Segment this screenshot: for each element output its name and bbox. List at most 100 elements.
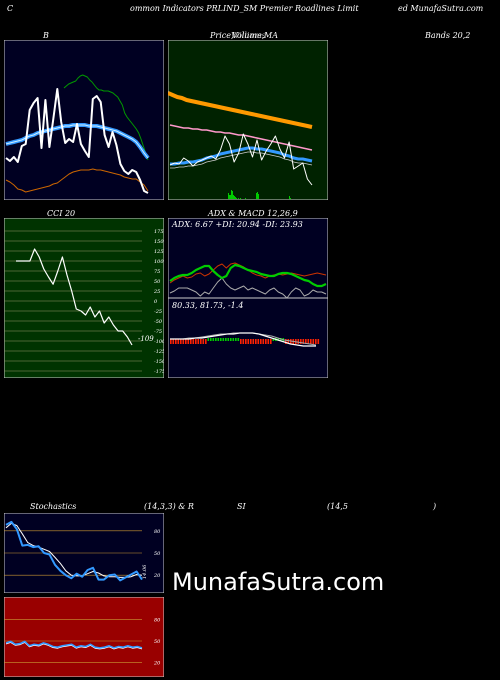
macd-histogram-bar bbox=[305, 339, 307, 344]
macd-chart bbox=[168, 298, 328, 378]
cci-tick-label: 100 bbox=[154, 259, 164, 265]
macd-histogram-bar bbox=[252, 339, 255, 344]
macd-histogram-bar bbox=[307, 339, 310, 344]
cci-tick-label: -125 bbox=[154, 349, 164, 355]
macd-histogram-bar bbox=[310, 339, 312, 344]
macd-histogram-bar bbox=[237, 338, 240, 341]
ma-blue-line bbox=[170, 146, 313, 166]
price-label: Price, bbox=[210, 31, 234, 40]
macd-histogram-bar bbox=[207, 338, 210, 341]
macd-histogram-bar bbox=[265, 339, 267, 344]
macd-histogram-bar bbox=[315, 339, 317, 344]
cci-svg: 175 150 125 100 75 50 25 0 -25 -50 -75 -100 -125 -150… bbox=[4, 218, 164, 378]
bollinger-chart bbox=[4, 40, 164, 200]
macd-histogram-bar bbox=[235, 338, 237, 341]
stochastics-svg: 80 50 20 14.06 bbox=[4, 513, 164, 593]
macd-histogram-bar bbox=[260, 339, 262, 344]
header-left: C bbox=[7, 4, 14, 13]
bollinger-price-line bbox=[5, 88, 149, 194]
cci-tick-label: 125 bbox=[154, 249, 164, 255]
volume-bar bbox=[257, 192, 258, 199]
price-volume-svg bbox=[168, 40, 328, 200]
volume-bar bbox=[236, 198, 237, 199]
volume-bar bbox=[289, 196, 290, 199]
macd-histogram-bar bbox=[302, 339, 305, 344]
macd-line bbox=[170, 332, 316, 347]
cci-tick-label: 0 bbox=[154, 299, 158, 305]
macd-histogram-bar bbox=[187, 339, 190, 344]
macd-histogram-bar bbox=[205, 339, 207, 344]
macd-histogram-bar bbox=[225, 338, 227, 341]
macd-histogram-bar bbox=[177, 339, 180, 344]
macd-histogram-bar bbox=[242, 339, 245, 344]
stoch-params: (14,3,3) & R bbox=[144, 502, 194, 511]
macd-svg bbox=[168, 298, 328, 378]
stochastics-k-line bbox=[5, 520, 143, 582]
cci-tick-label: -175 bbox=[154, 369, 164, 375]
rsi-tick-label: 80 bbox=[154, 617, 161, 623]
macd-histogram-bar bbox=[300, 339, 302, 344]
macd-histogram-bar bbox=[285, 339, 287, 344]
macd-histogram-bar bbox=[210, 338, 212, 341]
volume-bar bbox=[233, 195, 234, 199]
rsi-svg: 80 50 20 bbox=[4, 597, 164, 677]
adx-readout: ADX: 6.67 +DI: 20.94 -DI: 23.93 bbox=[172, 220, 303, 229]
volume-bar bbox=[258, 194, 259, 199]
header-right: ed MunafaSutra.com bbox=[398, 4, 484, 13]
macd-histogram-bar bbox=[227, 338, 230, 341]
stochastics-current-value: 14.06 bbox=[142, 564, 148, 579]
bollinger-upper-band bbox=[63, 74, 149, 161]
cci-tick-label: -100 bbox=[154, 339, 164, 345]
ma-orange-line bbox=[168, 91, 313, 129]
macd-histogram-bar bbox=[317, 339, 320, 344]
macd-histogram-bar bbox=[192, 339, 195, 344]
rsi-tick-label: 50 bbox=[154, 639, 161, 645]
macd-histogram-bar bbox=[280, 338, 282, 341]
volume-bar bbox=[231, 190, 232, 199]
watermark: MunafaSutra.com bbox=[172, 568, 385, 596]
cci-tick-label: 175 bbox=[154, 229, 164, 235]
price-line bbox=[169, 133, 313, 186]
macd-histogram-bar bbox=[195, 339, 197, 344]
cci-tick-label: -150 bbox=[154, 359, 164, 365]
cci-tick-label: -75 bbox=[154, 329, 162, 335]
stoch-label: Stochastics bbox=[30, 502, 77, 511]
macd-histogram-bar bbox=[185, 339, 187, 344]
macd-histogram-bar bbox=[190, 339, 192, 344]
macd-histogram-bar bbox=[250, 339, 252, 344]
macd-histogram-bar bbox=[200, 339, 202, 344]
macd-histogram-bar bbox=[212, 338, 215, 341]
ma-label: MA bbox=[264, 31, 278, 40]
macd-histogram-bar bbox=[232, 338, 235, 341]
macd-histogram-bar bbox=[182, 339, 185, 344]
volume-bar bbox=[256, 193, 257, 199]
adx-background bbox=[168, 218, 328, 298]
volume-bar bbox=[240, 198, 241, 199]
rsi-tick-label: 20 bbox=[153, 661, 161, 667]
volume-bar bbox=[238, 198, 239, 199]
macd-histogram-bar bbox=[245, 339, 247, 344]
rsi-params-close: ) bbox=[433, 502, 437, 511]
volume-bar bbox=[235, 197, 236, 199]
cci-tick-label: 150 bbox=[154, 239, 164, 245]
macd-histogram-bar bbox=[222, 338, 225, 341]
volume-bar bbox=[232, 191, 233, 199]
volume-label: Volume, bbox=[232, 31, 265, 40]
price-background bbox=[168, 40, 328, 200]
minus-di-line bbox=[169, 277, 327, 298]
macd-histogram-bar bbox=[272, 338, 275, 341]
macd-histogram-bar bbox=[170, 339, 172, 344]
stochastics-tick-label: 20 bbox=[153, 573, 161, 579]
cci-line bbox=[16, 248, 133, 346]
adx-svg bbox=[168, 218, 328, 298]
macd-histogram-bar bbox=[215, 338, 217, 341]
macd-histogram-bar bbox=[297, 339, 300, 344]
cci-tick-label: 50 bbox=[154, 279, 161, 285]
macd-histogram-bar bbox=[175, 339, 177, 344]
bollinger-lower-band bbox=[5, 168, 149, 193]
rsi-line bbox=[5, 640, 143, 649]
macd-histogram-bar bbox=[312, 339, 315, 344]
cci-tick-label: 75 bbox=[154, 269, 160, 275]
rsi-chart: 80 50 20 bbox=[4, 597, 164, 677]
adx-line bbox=[169, 263, 327, 288]
